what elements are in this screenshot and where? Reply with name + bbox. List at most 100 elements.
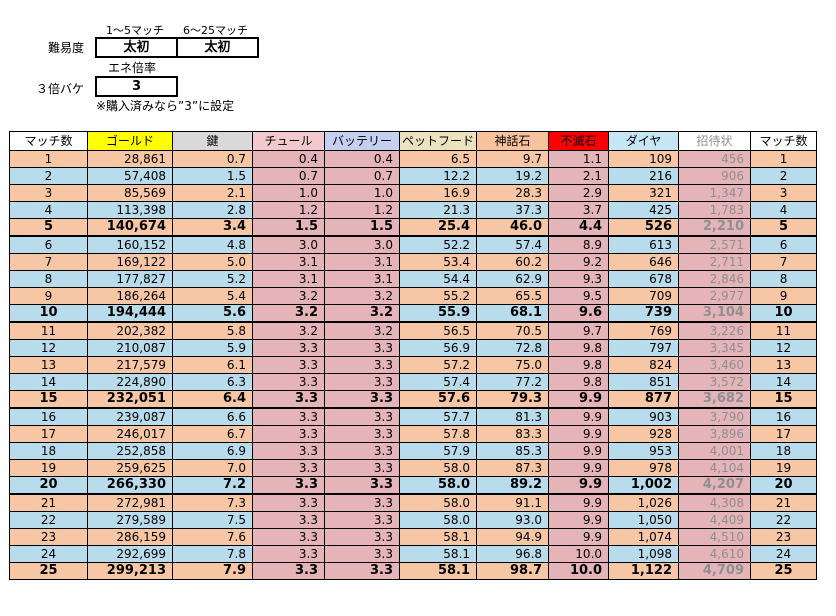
column-header: ペットフード bbox=[398, 131, 478, 151]
table-cell: 57.7 bbox=[398, 407, 478, 426]
table-cell: 5.6 bbox=[172, 304, 253, 323]
table-cell: 18 bbox=[9, 442, 88, 460]
table-cell: 9.9 bbox=[548, 511, 610, 529]
table-cell: 10.0 bbox=[548, 562, 610, 580]
difficulty-left-cell[interactable]: 太初 bbox=[95, 37, 178, 58]
table-row: 13 217,579 6.1 3.3 3.3 57.2 75.0 9.8 824 3,460 13 bbox=[9, 356, 818, 374]
table-cell: 56.9 bbox=[398, 339, 478, 357]
table-cell: 21 bbox=[9, 493, 88, 512]
table-cell: 1 bbox=[750, 150, 818, 168]
table-cell: 18 bbox=[750, 442, 818, 460]
table-cell: 85,569 bbox=[87, 184, 173, 202]
table-cell: 7.2 bbox=[172, 476, 253, 495]
table-cell: 9.9 bbox=[548, 476, 610, 495]
table-cell: 3,460 bbox=[678, 356, 752, 374]
table-cell: 93.0 bbox=[476, 511, 550, 529]
table-cell: 0.7 bbox=[252, 167, 325, 185]
table-cell: 22 bbox=[750, 511, 818, 529]
table-cell: 266,330 bbox=[87, 476, 173, 495]
table-cell: 28,861 bbox=[87, 150, 173, 168]
table-cell: 4.4 bbox=[548, 218, 610, 237]
table-cell: 4.8 bbox=[172, 235, 253, 254]
table-cell: 7.6 bbox=[172, 528, 253, 546]
table-cell: 3.3 bbox=[252, 476, 325, 495]
column-header: バッテリー bbox=[324, 131, 400, 151]
table-cell: 77.2 bbox=[476, 373, 550, 391]
table-row: 25 299,213 7.9 3.3 3.3 58.1 98.7 10.0 1,122 4,709… bbox=[9, 562, 818, 580]
table-cell: 3,226 bbox=[678, 321, 752, 340]
table-cell: 3.3 bbox=[324, 407, 400, 426]
table-row: 9 186,264 5.4 3.2 3.2 55.2 65.5 9.5 709 2,977 9 bbox=[9, 287, 818, 305]
table-cell: 526 bbox=[608, 218, 680, 237]
table-cell: 3,104 bbox=[678, 304, 752, 323]
match-table: マッチ数 ゴールド鍵チュール バッテリー ペットフード 神話石 不滅石 ダイヤ 招待状 マッチ数… bbox=[9, 131, 818, 580]
table-cell: 3.2 bbox=[252, 304, 325, 323]
table-cell: 3.3 bbox=[324, 476, 400, 495]
table-cell: 279,589 bbox=[87, 511, 173, 529]
table-cell: 3.2 bbox=[324, 287, 400, 305]
table-cell: 224,890 bbox=[87, 373, 173, 391]
table-cell: 2 bbox=[9, 167, 88, 185]
table-cell: 202,382 bbox=[87, 321, 173, 340]
table-cell: 16 bbox=[750, 407, 818, 426]
table-cell: 5 bbox=[9, 218, 88, 237]
table-cell: 10 bbox=[9, 304, 88, 323]
table-cell: 96.8 bbox=[476, 545, 550, 563]
table-cell: 9.9 bbox=[548, 528, 610, 546]
table-cell: 7.3 bbox=[172, 493, 253, 512]
table-cell: 19.2 bbox=[476, 167, 550, 185]
table-cell: 10.0 bbox=[548, 545, 610, 563]
table-cell: 6.7 bbox=[172, 425, 253, 443]
table-cell: 3.1 bbox=[324, 270, 400, 288]
table-header-row: マッチ数 ゴールド鍵チュール バッテリー ペットフード 神話石 不滅石 ダイヤ 招待状 マッチ数 bbox=[9, 131, 818, 151]
table-cell: 0.4 bbox=[252, 150, 325, 168]
table-cell: 8 bbox=[750, 270, 818, 288]
table-cell: 16 bbox=[9, 407, 88, 426]
column-header: 不滅石 bbox=[548, 131, 610, 151]
table-cell: 3.3 bbox=[324, 373, 400, 391]
table-cell: 9.5 bbox=[548, 287, 610, 305]
table-cell: 4,001 bbox=[678, 442, 752, 460]
table-cell: 3.4 bbox=[172, 218, 253, 237]
table-cell: 58.1 bbox=[398, 528, 478, 546]
table-cell: 20 bbox=[750, 476, 818, 495]
table-cell: 272,981 bbox=[87, 493, 173, 512]
table-cell: 3.2 bbox=[324, 304, 400, 323]
table-cell: 1.5 bbox=[324, 218, 400, 237]
table-cell: 3 bbox=[9, 184, 88, 202]
energy-header: エネ倍率 bbox=[108, 61, 157, 75]
difficulty-right-cell[interactable]: 太初 bbox=[176, 37, 259, 58]
table-cell: 3.3 bbox=[252, 528, 325, 546]
table-cell: 186,264 bbox=[87, 287, 173, 305]
table-cell: 2.8 bbox=[172, 201, 253, 219]
table-cell: 140,674 bbox=[87, 218, 173, 237]
table-cell: 8 bbox=[9, 270, 88, 288]
table-cell: 24 bbox=[9, 545, 88, 563]
table-cell: 9.6 bbox=[548, 304, 610, 323]
table-cell: 3.1 bbox=[252, 270, 325, 288]
table-cell: 17 bbox=[9, 425, 88, 443]
table-cell: 3.2 bbox=[252, 287, 325, 305]
table-row: 20 266,330 7.2 3.3 3.3 58.0 89.2 9.9 1,002 4,207 2… bbox=[9, 476, 818, 495]
table-cell: 2.1 bbox=[548, 167, 610, 185]
table-cell: 5.4 bbox=[172, 287, 253, 305]
table-cell: 11 bbox=[750, 321, 818, 340]
table-row: 6 160,152 4.8 3.0 3.0 52.2 57.4 8.9 613 2,571 6 bbox=[9, 235, 818, 254]
table-cell: 2,977 bbox=[678, 287, 752, 305]
table-cell: 37.3 bbox=[476, 201, 550, 219]
table-cell: 3,682 bbox=[678, 390, 752, 409]
table-cell: 1,122 bbox=[608, 562, 680, 580]
column-header: ダイヤ bbox=[608, 131, 680, 151]
table-body: 1 28,861 0.7 0.4 0.4 6.5 9.7 1.1 109 456 1 2 57,408 1… bbox=[9, 150, 818, 580]
table-cell: 194,444 bbox=[87, 304, 173, 323]
table-cell: 21.3 bbox=[398, 201, 478, 219]
bake-value-cell[interactable]: 3 bbox=[95, 76, 178, 97]
table-cell: 25 bbox=[750, 562, 818, 580]
table-cell: 3.0 bbox=[324, 235, 400, 254]
table-cell: 3.3 bbox=[324, 442, 400, 460]
table-cell: 978 bbox=[608, 459, 680, 477]
table-cell: 6 bbox=[9, 235, 88, 254]
table-cell: 169,122 bbox=[87, 253, 173, 271]
table-cell: 2,846 bbox=[678, 270, 752, 288]
table-cell: 456 bbox=[678, 150, 752, 168]
